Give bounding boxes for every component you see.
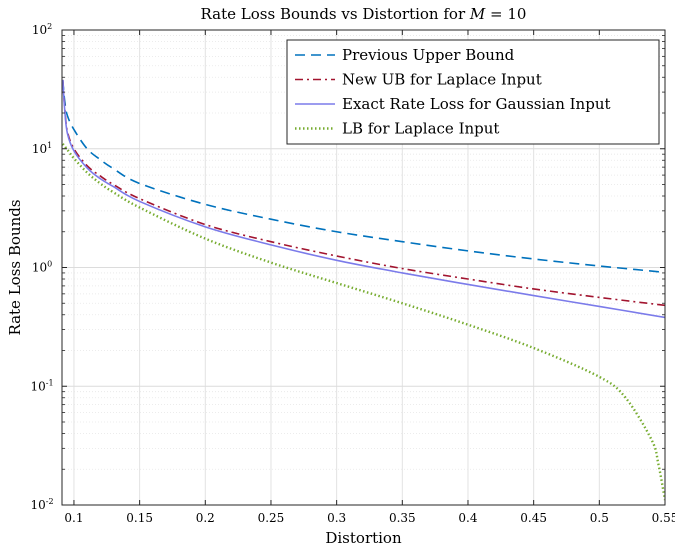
- x-tick-label: 0.4: [458, 511, 477, 525]
- x-tick-label: 0.3: [327, 511, 346, 525]
- y-tick-label: 100: [32, 260, 52, 275]
- series-lines: [62, 79, 665, 501]
- y-tick-label: 10-1: [30, 378, 53, 393]
- legend-label: Exact Rate Loss for Gaussian Input: [342, 95, 611, 113]
- series-line-4: [62, 143, 665, 501]
- series-line-2: [62, 79, 665, 307]
- legend: Previous Upper Bound New UB for Laplace I…: [286, 39, 660, 145]
- x-tick-label: 0.5: [590, 511, 609, 525]
- x-tick-label: 0.55: [652, 511, 675, 525]
- x-axis-label: Distortion: [325, 529, 402, 547]
- legend-label: Previous Upper Bound: [342, 46, 515, 64]
- x-tick-label: 0.25: [258, 511, 285, 525]
- series-line-3: [62, 79, 665, 319]
- x-tick-label: 0.1: [64, 511, 83, 525]
- y-tick-label: 10-2: [30, 497, 53, 512]
- legend-label: New UB for Laplace Input: [342, 71, 542, 89]
- legend-box: [286, 39, 660, 145]
- y-tick-label: 101: [32, 141, 52, 156]
- x-tick-label: 0.35: [389, 511, 416, 525]
- series-line-1: [62, 79, 665, 274]
- legend-label: LB for Laplace Input: [342, 120, 499, 138]
- axis-ticks: 0.1 0.15 0.2 0.25 0.3 0.35 0.4 0.45 0.5 0.55 10-2 1…: [30, 22, 675, 525]
- y-tick-label: 102: [32, 22, 52, 37]
- y-axis-label: Rate Loss Bounds: [6, 199, 24, 335]
- x-tick-label: 0.45: [520, 511, 547, 525]
- x-tick-label: 0.2: [196, 511, 215, 525]
- x-tick-label: 0.15: [126, 511, 153, 525]
- chart-title: Rate Loss Bounds vs Distortion for M = 1…: [201, 5, 527, 23]
